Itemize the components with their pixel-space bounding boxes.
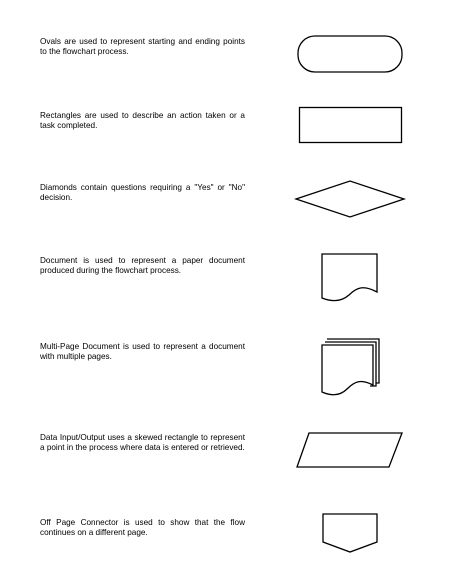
data-input-output-icon bbox=[296, 432, 403, 468]
multi-page-document-icon bbox=[321, 338, 380, 396]
rectangle-description: Rectangles are used to describe an actio… bbox=[40, 111, 245, 130]
diamond-icon bbox=[293, 180, 407, 218]
oval-icon bbox=[297, 35, 403, 73]
off-page-connector-icon bbox=[322, 513, 378, 553]
oval-description: Ovals are used to represent starting and… bbox=[40, 37, 245, 56]
diamond-description: Diamonds contain questions requiring a "… bbox=[40, 183, 245, 202]
off-page-connector-description: Off Page Connector is used to show that … bbox=[40, 518, 245, 537]
rectangle-icon bbox=[298, 106, 403, 144]
document-icon bbox=[321, 253, 378, 302]
multi-page-document-description: Multi-Page Document is used to represent… bbox=[40, 342, 245, 361]
data-input-output-description: Data Input/Output uses a skewed rectangl… bbox=[40, 433, 245, 452]
document-description: Document is used to represent a paper do… bbox=[40, 256, 245, 275]
